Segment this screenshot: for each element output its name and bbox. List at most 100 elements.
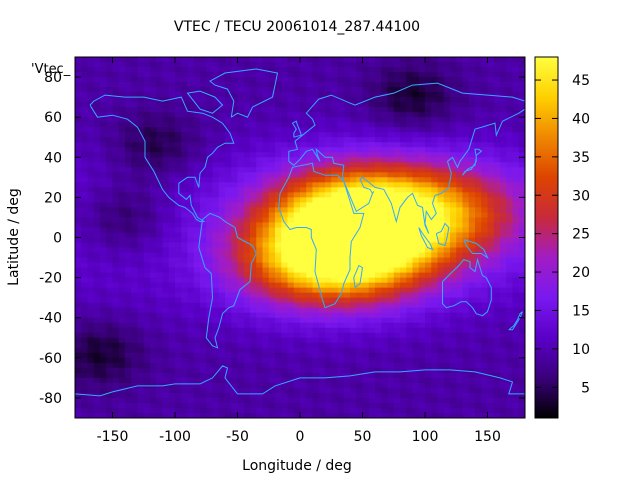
heat-cell [125,272,132,279]
heat-cell [506,237,514,244]
heat-cell [162,342,170,349]
heat-cell [381,57,389,63]
heat-cell [450,352,457,359]
heat-cell [100,387,107,394]
heat-cell [137,162,145,168]
heat-cell [506,137,514,143]
heat-cell [231,182,239,188]
heat-cell [356,212,364,219]
heat-cell [387,227,395,234]
heat-cell [331,282,339,289]
heat-cell [331,302,339,309]
heat-cell [375,252,382,259]
heat-cell [400,87,407,93]
heat-cell [481,327,489,334]
heat-cell [437,217,445,224]
heat-cell [343,67,351,73]
heat-cell [150,72,157,78]
heat-cell [125,342,132,349]
heat-cell [393,182,401,188]
heat-cell [212,162,220,168]
heat-cell [143,362,151,369]
heat-cell [381,317,389,324]
heat-cell [175,92,182,98]
heat-cell [125,247,132,254]
heat-cell [231,302,239,309]
heat-cell [293,92,301,98]
heat-cell [293,222,301,229]
heat-cell [400,167,407,173]
heat-cell [225,82,232,88]
heat-cell [393,337,401,344]
heat-cell [243,372,251,379]
heat-cell [118,192,126,198]
heat-cell [243,257,251,264]
heat-cell [243,347,251,354]
heat-cell [75,202,82,209]
heat-cell [100,377,107,384]
heat-cell [281,102,289,108]
heat-cell [243,317,251,324]
heat-cell [475,322,482,329]
heat-cell [362,157,370,163]
heat-cell [375,382,382,389]
heat-cell [431,92,439,98]
heat-cell [368,152,376,158]
heat-cell [506,362,514,369]
heat-cell [356,247,364,254]
heat-cell [256,332,264,339]
heat-cell [256,277,264,284]
heat-cell [225,127,232,133]
heat-cell [118,322,126,329]
heat-cell [75,392,82,399]
heat-cell [337,327,345,334]
heat-cell [100,317,107,324]
heat-cell [487,367,495,374]
heat-cell [487,362,495,369]
heat-cell [243,362,251,369]
heat-cell [75,212,82,219]
heat-cell [425,197,432,203]
heat-cell [406,157,414,163]
heat-cell [325,317,332,324]
heat-cell [118,147,126,153]
heat-cell [368,102,376,108]
heat-cell [243,227,251,234]
heat-cell [281,137,289,143]
heat-cell [200,377,207,384]
heat-cell [387,232,395,239]
heat-cell [493,272,501,279]
heat-cell [368,237,376,244]
heat-cell [131,57,139,63]
heat-cell [337,282,345,289]
heat-cell [400,177,407,183]
heat-cell [487,72,495,78]
heat-cell [443,182,451,188]
heat-cell [156,137,164,143]
heat-cell [456,357,464,364]
heat-cell [493,102,501,108]
heat-cell [193,262,201,269]
heat-cell [243,287,251,294]
heat-cell [500,252,507,259]
heat-cell [331,337,339,344]
heat-cell [456,257,464,264]
heat-cell [350,227,357,234]
heat-cell [181,302,189,309]
heat-cell [487,327,495,334]
heat-cell [356,112,364,118]
heat-cell [225,92,232,98]
heat-cell [225,277,232,284]
heat-cell [481,197,489,203]
heat-cell [437,237,445,244]
heat-cell [268,62,276,68]
heat-cell [243,297,251,304]
heat-cell [112,207,120,214]
heat-cell [381,217,389,224]
heat-cell [462,377,470,384]
heat-cell [168,57,176,63]
heat-cell [331,122,339,128]
heat-cell [325,152,332,158]
heat-cell [493,292,501,299]
heat-cell [343,82,351,88]
